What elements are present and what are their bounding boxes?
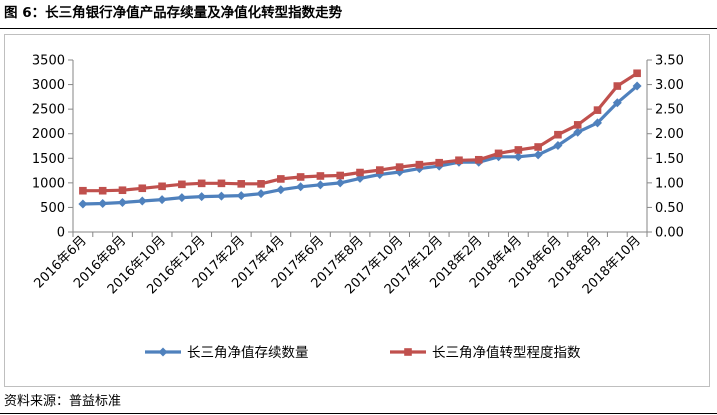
series-2-point [217, 179, 226, 188]
series-2-point [296, 173, 305, 181]
series-2-point [178, 180, 186, 189]
legend-label-1: 长三角净值存续数量 [187, 345, 309, 361]
title-divider [0, 28, 717, 29]
series-2-point [435, 158, 443, 167]
series-1-point [553, 141, 563, 151]
series-2-point [336, 171, 345, 180]
series-2-point [613, 82, 622, 90]
series-2-point [455, 156, 463, 165]
series-2-point [158, 182, 166, 191]
series-2-point [356, 168, 364, 177]
series-1-point [533, 150, 543, 160]
series-2-point [197, 179, 206, 188]
series-2-point [277, 175, 285, 183]
series-1-point [157, 195, 167, 205]
series-1-point [117, 198, 127, 208]
source-note: 资料来源：普益标准 [4, 394, 122, 409]
series-1-point [632, 81, 642, 91]
left-tick-label: 1000 [32, 176, 65, 191]
left-tick-label: 3500 [32, 54, 65, 69]
series-1-point [137, 196, 147, 206]
figure-title: 图 6：长三角银行净值产品存续量及净值化转型指数走势 [4, 5, 343, 21]
right-tick-label: 3.50 [655, 54, 684, 69]
series-2-point [237, 180, 246, 188]
legend-marker-1 [158, 347, 168, 357]
series-1-point [236, 191, 246, 201]
chart-legend: 长三角净值存续数量 长三角净值转型程度指数 [145, 345, 581, 361]
series-1-point [98, 198, 108, 208]
series-1-point [177, 193, 187, 203]
series-1-point [612, 98, 622, 108]
series-layer [78, 69, 642, 209]
left-tick-label: 500 [40, 201, 65, 216]
right-tick-label: 0.00 [655, 226, 684, 241]
chart-frame [4, 34, 710, 387]
series-2-point [494, 149, 503, 158]
series-2-point [415, 160, 424, 169]
series-2-point [118, 186, 127, 195]
right-tick-label: 1.00 [655, 176, 684, 191]
series-2-point [534, 143, 542, 151]
series-1-point [256, 189, 266, 199]
left-tick-label: 2000 [32, 127, 65, 142]
series-2-point [554, 130, 562, 139]
series-1-point [593, 118, 603, 128]
series-2-point [79, 186, 87, 195]
series-1-point [513, 152, 523, 162]
right-tick-label: 2.00 [655, 127, 684, 142]
series-2-point [573, 121, 582, 129]
series-1-point [78, 199, 88, 209]
series-2-point [514, 146, 523, 154]
right-tick-label: 3.00 [655, 78, 684, 93]
series-2-point [316, 172, 325, 180]
series-2-point [633, 69, 641, 78]
series-2-point [98, 186, 107, 195]
series-2-point [257, 180, 265, 188]
left-tick-label: 3000 [32, 78, 65, 93]
bottom-divider [0, 413, 717, 414]
right-tick-label: 2.50 [655, 103, 684, 118]
series-2-point [593, 106, 602, 114]
right-y-axis: 0.00 0.50 1.00 1.50 2.00 2.50 3.00 3.50 [646, 54, 684, 241]
left-tick-label: 2500 [32, 103, 65, 118]
series-1-point [315, 180, 325, 190]
series-1-point [197, 192, 207, 202]
legend-label-2: 长三角净值转型程度指数 [432, 345, 581, 361]
right-tick-label: 1.50 [655, 152, 684, 167]
left-tick-label: 1500 [32, 152, 65, 167]
left-y-axis: 0 500 1000 1500 2000 2500 3000 3500 [32, 54, 74, 241]
series-1-point [335, 178, 345, 188]
series-1-point [296, 182, 306, 192]
series-2-point [138, 184, 147, 193]
series-2-point [375, 166, 384, 174]
line-chart: 0 500 1000 1500 2000 2500 3000 3500 0.00 0.50 1.0… [31, 54, 684, 362]
series-2-point [474, 155, 483, 164]
series-2-point [395, 163, 404, 171]
series-1-point [573, 127, 583, 137]
x-axis: 2016年6月2016年8月2016年10月2016年12月2017年2月201… [31, 231, 648, 297]
right-tick-label: 0.50 [655, 201, 684, 216]
series-1-point [216, 191, 226, 201]
legend-marker-2 [404, 348, 412, 356]
series-1-point [276, 185, 286, 195]
left-tick-label: 0 [57, 226, 65, 241]
